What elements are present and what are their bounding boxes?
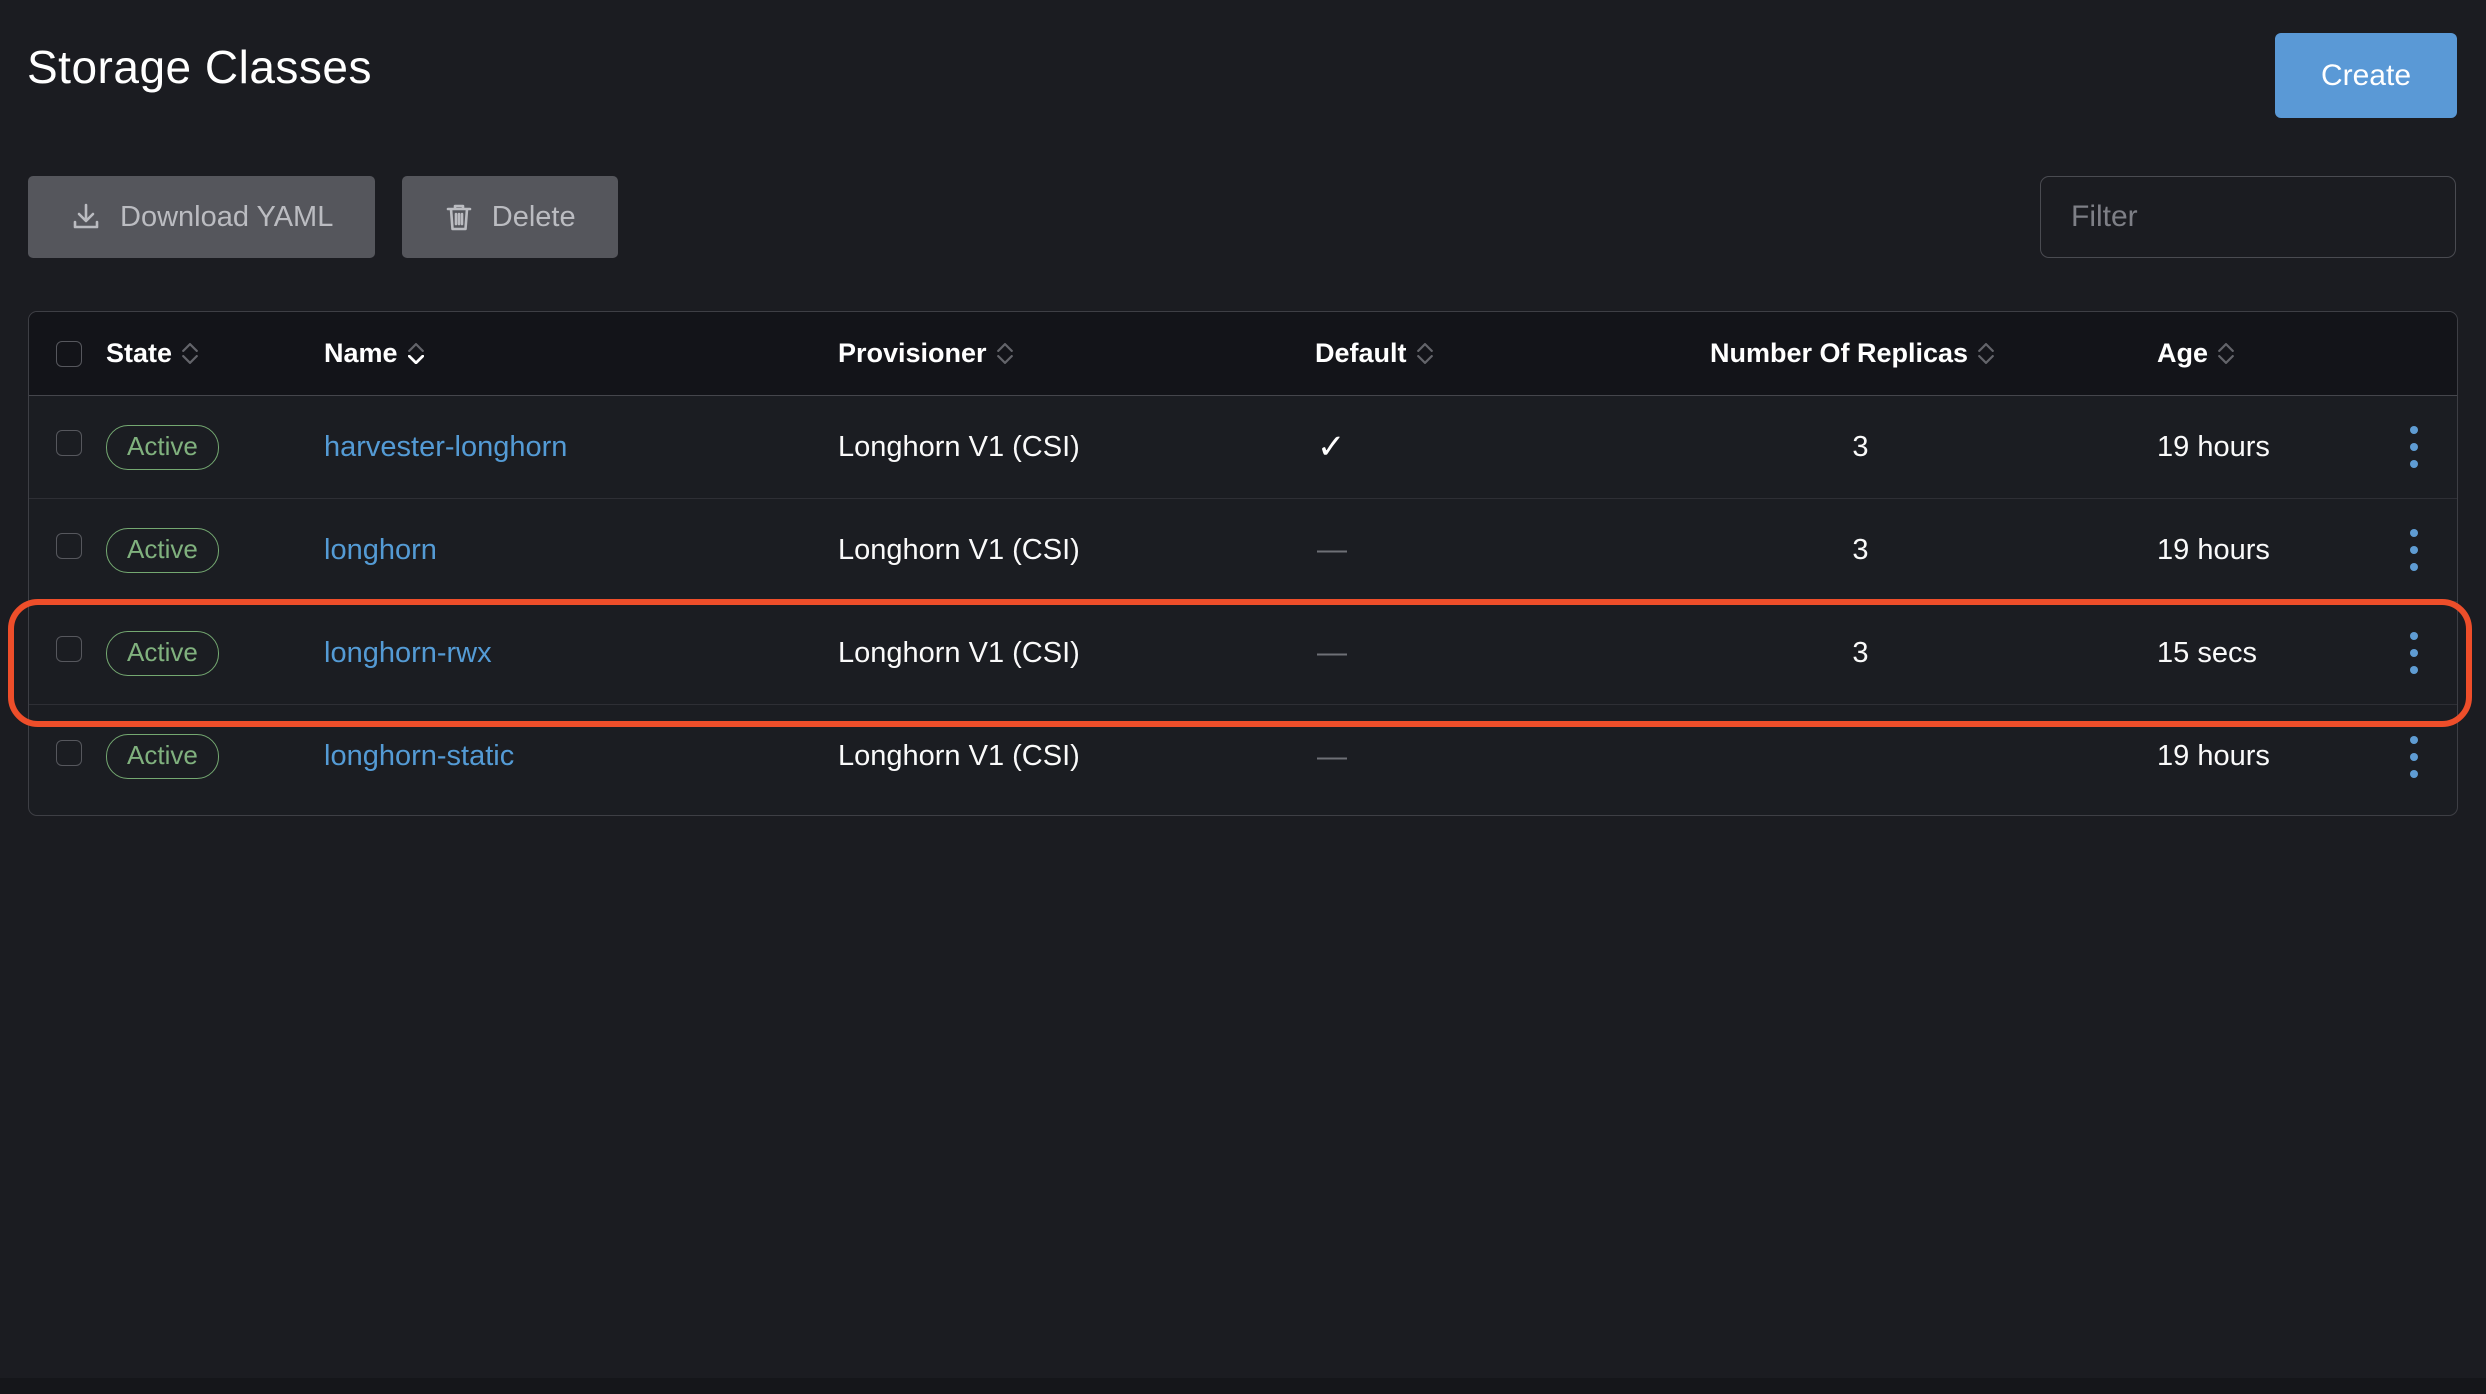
sort-chevrons-icon[interactable] — [2218, 343, 2234, 364]
select-all-checkbox[interactable] — [56, 340, 82, 367]
storage-classes-table: State Name Provisioner Default — [28, 311, 2458, 816]
dash-value: — — [1317, 636, 1347, 669]
column-header-name[interactable]: Name — [324, 338, 838, 369]
kebab-menu-icon[interactable] — [2396, 519, 2432, 581]
replicas-value: 3 — [1852, 533, 1869, 566]
sort-chevrons-icon[interactable] — [1978, 343, 1994, 364]
column-label: Name — [324, 338, 398, 368]
storage-class-link[interactable]: harvester-longhorn — [324, 430, 568, 463]
download-yaml-label: Download YAML — [120, 200, 334, 233]
provisioner-value: Longhorn V1 (CSI) — [838, 636, 1080, 669]
row-checkbox[interactable] — [56, 636, 82, 662]
dash-value: — — [1317, 533, 1347, 566]
row-checkbox[interactable] — [56, 430, 82, 456]
provisioner-value: Longhorn V1 (CSI) — [838, 740, 1080, 772]
column-label: Default — [1315, 338, 1407, 368]
download-yaml-button[interactable]: Download YAML — [28, 176, 376, 258]
row-checkbox[interactable] — [56, 739, 82, 766]
trash-icon — [444, 201, 474, 233]
replicas-value: 3 — [1852, 430, 1869, 463]
filter-input[interactable] — [2040, 176, 2456, 258]
provisioner-value: Longhorn V1 (CSI) — [838, 533, 1080, 566]
status-badge: Active — [106, 734, 219, 779]
delete-button[interactable]: Delete — [401, 176, 618, 258]
check-icon: ✓ — [1317, 428, 1346, 466]
kebab-menu-icon[interactable] — [2396, 622, 2432, 684]
sort-chevrons-icon[interactable] — [1416, 343, 1433, 364]
provisioner-value: Longhorn V1 (CSI) — [838, 430, 1080, 463]
footer-strip — [0, 1378, 2486, 1394]
storage-class-link[interactable]: longhorn-rwx — [324, 636, 492, 669]
toolbar: Download YAML Delete — [28, 176, 2456, 258]
table-row: Active longhorn Longhorn V1 (CSI) — 3 19… — [29, 499, 2457, 602]
create-button[interactable]: Create — [2274, 33, 2457, 118]
table-row-highlighted: Active longhorn-rwx Longhorn V1 (CSI) — … — [29, 602, 2457, 705]
sort-chevrons-icon[interactable] — [182, 343, 198, 364]
storage-class-link[interactable]: longhorn — [324, 533, 437, 566]
row-checkbox[interactable] — [56, 533, 82, 559]
age-value: 19 hours — [2157, 430, 2270, 463]
column-label: Provisioner — [838, 338, 987, 368]
select-all-cell — [29, 340, 106, 367]
age-value: 15 secs — [2157, 636, 2257, 669]
delete-label: Delete — [491, 200, 576, 233]
sort-chevrons-icon[interactable] — [407, 343, 424, 364]
status-badge: Active — [106, 630, 219, 676]
column-header-state[interactable]: State — [106, 338, 324, 369]
storage-class-link[interactable]: longhorn-static — [324, 740, 515, 772]
kebab-menu-icon[interactable] — [2396, 416, 2432, 478]
column-label: Age — [2157, 338, 2209, 368]
dash-value: — — [1317, 739, 1347, 773]
replicas-value: 3 — [1852, 636, 1869, 669]
column-label: Number Of Replicas — [1710, 338, 1969, 368]
column-header-age[interactable]: Age — [2011, 338, 2371, 369]
sort-chevrons-icon[interactable] — [996, 343, 1013, 364]
status-badge: Active — [106, 424, 219, 470]
table-row: Active longhorn-static Longhorn V1 (CSI)… — [29, 705, 2457, 808]
column-header-default[interactable]: Default — [1315, 338, 1710, 369]
page-title: Storage Classes — [27, 41, 372, 93]
download-icon — [70, 201, 102, 233]
table-header-row: State Name Provisioner Default — [29, 312, 2457, 396]
age-value: 19 hours — [2157, 533, 2270, 566]
age-value: 19 hours — [2157, 740, 2270, 772]
status-badge: Active — [106, 527, 219, 573]
kebab-menu-icon[interactable] — [2396, 726, 2432, 788]
column-label: State — [106, 338, 173, 368]
column-header-replicas[interactable]: Number Of Replicas — [1710, 338, 2011, 369]
column-header-provisioner[interactable]: Provisioner — [838, 338, 1315, 369]
table-row: Active harvester-longhorn Longhorn V1 (C… — [29, 396, 2457, 499]
